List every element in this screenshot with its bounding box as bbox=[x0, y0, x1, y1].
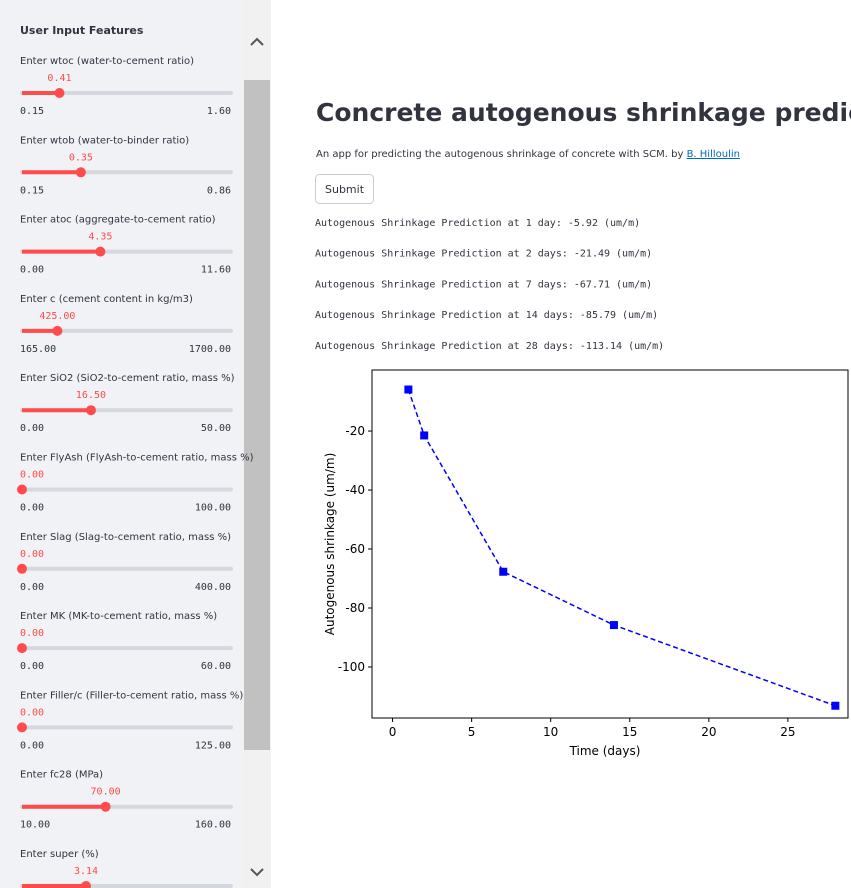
y-axis-label: Autogenous shrinkage (um/m) bbox=[323, 453, 337, 636]
slider-max: 100.00 bbox=[195, 503, 231, 514]
author-link[interactable]: B. Hilloulin bbox=[687, 149, 740, 160]
slider-label: Enter wtoc (water-to-cement ratio) bbox=[20, 56, 194, 67]
slider-min: 0.00 bbox=[20, 661, 44, 672]
slider-value: 425.00 bbox=[39, 311, 75, 322]
submit-label[interactable]: Submit bbox=[325, 183, 365, 196]
slider-label: Enter Slag (Slag-to-cement ratio, mass %… bbox=[20, 532, 231, 543]
slider-value: 0.00 bbox=[20, 470, 44, 481]
slider-thumb[interactable] bbox=[17, 484, 27, 495]
slider-thumb[interactable] bbox=[85, 405, 96, 416]
slider-value: 16.50 bbox=[76, 390, 106, 401]
prediction: Autogenous Shrinkage Prediction at 2 day… bbox=[315, 249, 652, 260]
slider-label: Enter SiO2 (SiO2-to-cement ratio, mass %… bbox=[20, 373, 235, 384]
prediction: Autogenous Shrinkage Prediction at 14 da… bbox=[315, 310, 658, 321]
slider-min: 0.15 bbox=[20, 185, 44, 196]
slider-min: 0.00 bbox=[20, 265, 44, 276]
prediction: Autogenous Shrinkage Prediction at 7 day… bbox=[315, 279, 652, 290]
slider-min: 0.00 bbox=[20, 423, 44, 434]
slider-thumb[interactable] bbox=[17, 722, 27, 733]
prediction: Autogenous Shrinkage Prediction at 28 da… bbox=[315, 341, 664, 352]
slider-value: 0.41 bbox=[47, 73, 71, 84]
slider-value: 3.14 bbox=[74, 866, 98, 877]
point bbox=[831, 701, 840, 710]
slider-label: Enter FlyAsh (FlyAsh-to-cement ratio, ma… bbox=[20, 453, 254, 464]
slider-min: 0.00 bbox=[20, 503, 44, 514]
slider-min: 0.15 bbox=[20, 106, 44, 117]
x-tick-label: 10 bbox=[543, 725, 558, 739]
slider-label: Enter MK (MK-to-cement ratio, mass %) bbox=[20, 611, 217, 622]
slider-thumb[interactable] bbox=[52, 325, 63, 336]
slider-label: Enter c (cement content in kg/m3) bbox=[20, 294, 193, 305]
slider-max: 60.00 bbox=[201, 661, 231, 672]
x-tick-label: 5 bbox=[468, 725, 476, 739]
slider-value: 0.00 bbox=[20, 628, 44, 639]
x-tick-label: 25 bbox=[780, 725, 795, 739]
x-tick-label: 15 bbox=[622, 725, 637, 739]
y-tick-label: -100 bbox=[338, 660, 365, 674]
series-line bbox=[407, 389, 836, 707]
sidebar bbox=[0, 0, 243, 888]
slider-max: 1.60 bbox=[207, 106, 231, 117]
point bbox=[499, 567, 508, 576]
slider-min: 10.00 bbox=[20, 820, 50, 831]
y-tick-label: -40 bbox=[345, 483, 365, 497]
slider-max: 11.60 bbox=[201, 265, 231, 276]
slider-thumb[interactable] bbox=[81, 881, 91, 888]
scroll-down[interactable] bbox=[250, 868, 264, 877]
slider-max: 0.86 bbox=[207, 185, 231, 196]
description: An app for predicting the autogenous shr… bbox=[316, 149, 740, 160]
x-axis-label: Time (days) bbox=[569, 744, 641, 758]
slider-max: 400.00 bbox=[195, 582, 231, 593]
plot-frame bbox=[371, 369, 849, 719]
slider-value: 4.35 bbox=[88, 232, 112, 243]
slider-max: 160.00 bbox=[195, 820, 231, 831]
description-text: An app for predicting the autogenous shr… bbox=[316, 149, 687, 160]
slider-value: 70.00 bbox=[91, 787, 121, 798]
y-tick-label: -80 bbox=[345, 601, 365, 615]
slider-min: 165.00 bbox=[20, 344, 56, 355]
slider-min: 0.00 bbox=[20, 740, 44, 751]
x-tick-label: 0 bbox=[389, 725, 397, 739]
slider-thumb[interactable] bbox=[17, 643, 27, 654]
slider-label: Enter atoc (aggregate-to-cement ratio) bbox=[20, 215, 216, 226]
slider-thumb[interactable] bbox=[95, 246, 106, 257]
point bbox=[404, 385, 413, 394]
slider-thumb[interactable] bbox=[17, 563, 27, 574]
slider-max: 125.00 bbox=[195, 740, 231, 751]
slider-label: Enter super (%) bbox=[20, 849, 99, 860]
slider-thumb[interactable] bbox=[100, 801, 111, 812]
point bbox=[420, 431, 429, 440]
slider-min: 0.00 bbox=[20, 582, 44, 593]
slider-label: Enter fc28 (MPa) bbox=[20, 770, 103, 781]
submit-button[interactable] bbox=[315, 174, 374, 204]
slider-max: 1700.00 bbox=[189, 344, 231, 355]
slider-label: Enter wtob (water-to-binder ratio) bbox=[20, 135, 189, 146]
slider-label: Enter Filler/c (Filler-to-cement ratio, … bbox=[20, 690, 243, 701]
point bbox=[609, 621, 618, 630]
prediction: Autogenous Shrinkage Prediction at 1 day… bbox=[315, 218, 640, 229]
slider-max: 50.00 bbox=[201, 423, 231, 434]
slider-thumb[interactable] bbox=[75, 167, 86, 178]
slider-value: 0.35 bbox=[69, 152, 93, 163]
slider-value: 0.00 bbox=[20, 707, 44, 718]
y-tick-label: -60 bbox=[345, 542, 365, 556]
page-title: Concrete autogenous shrinkage prediction bbox=[316, 98, 851, 127]
y-tick-label: -20 bbox=[345, 424, 365, 438]
slider-thumb[interactable] bbox=[54, 88, 65, 98]
sidebar-title: User Input Features bbox=[20, 24, 144, 37]
slider-value: 0.00 bbox=[20, 549, 44, 560]
scroll-up[interactable] bbox=[250, 37, 264, 46]
x-tick-label: 20 bbox=[701, 725, 716, 739]
scroll-thumb[interactable] bbox=[244, 80, 270, 750]
